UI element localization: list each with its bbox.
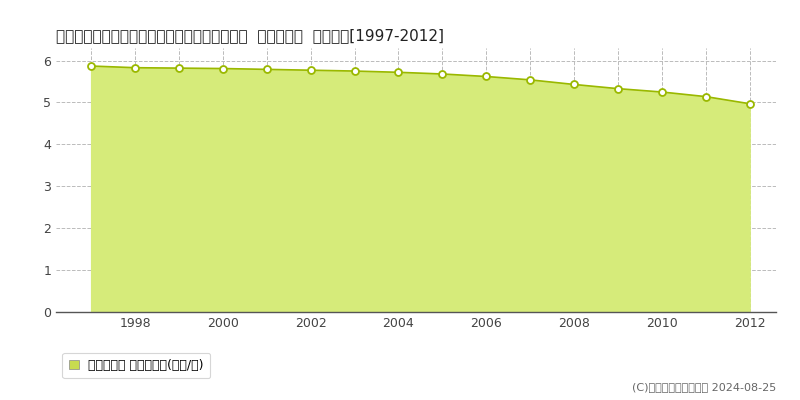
- Text: 岩手県紫波郡紫波町南日詰字箱清水１２５番１  基準地価格  地価推移[1997-2012]: 岩手県紫波郡紫波町南日詰字箱清水１２５番１ 基準地価格 地価推移[1997-20…: [56, 28, 444, 43]
- Text: (C)土地価格ドットコム 2024-08-25: (C)土地価格ドットコム 2024-08-25: [632, 382, 776, 392]
- Legend: 基準地価格 平均坪単価(万円/坪): 基準地価格 平均坪単価(万円/坪): [62, 352, 210, 378]
